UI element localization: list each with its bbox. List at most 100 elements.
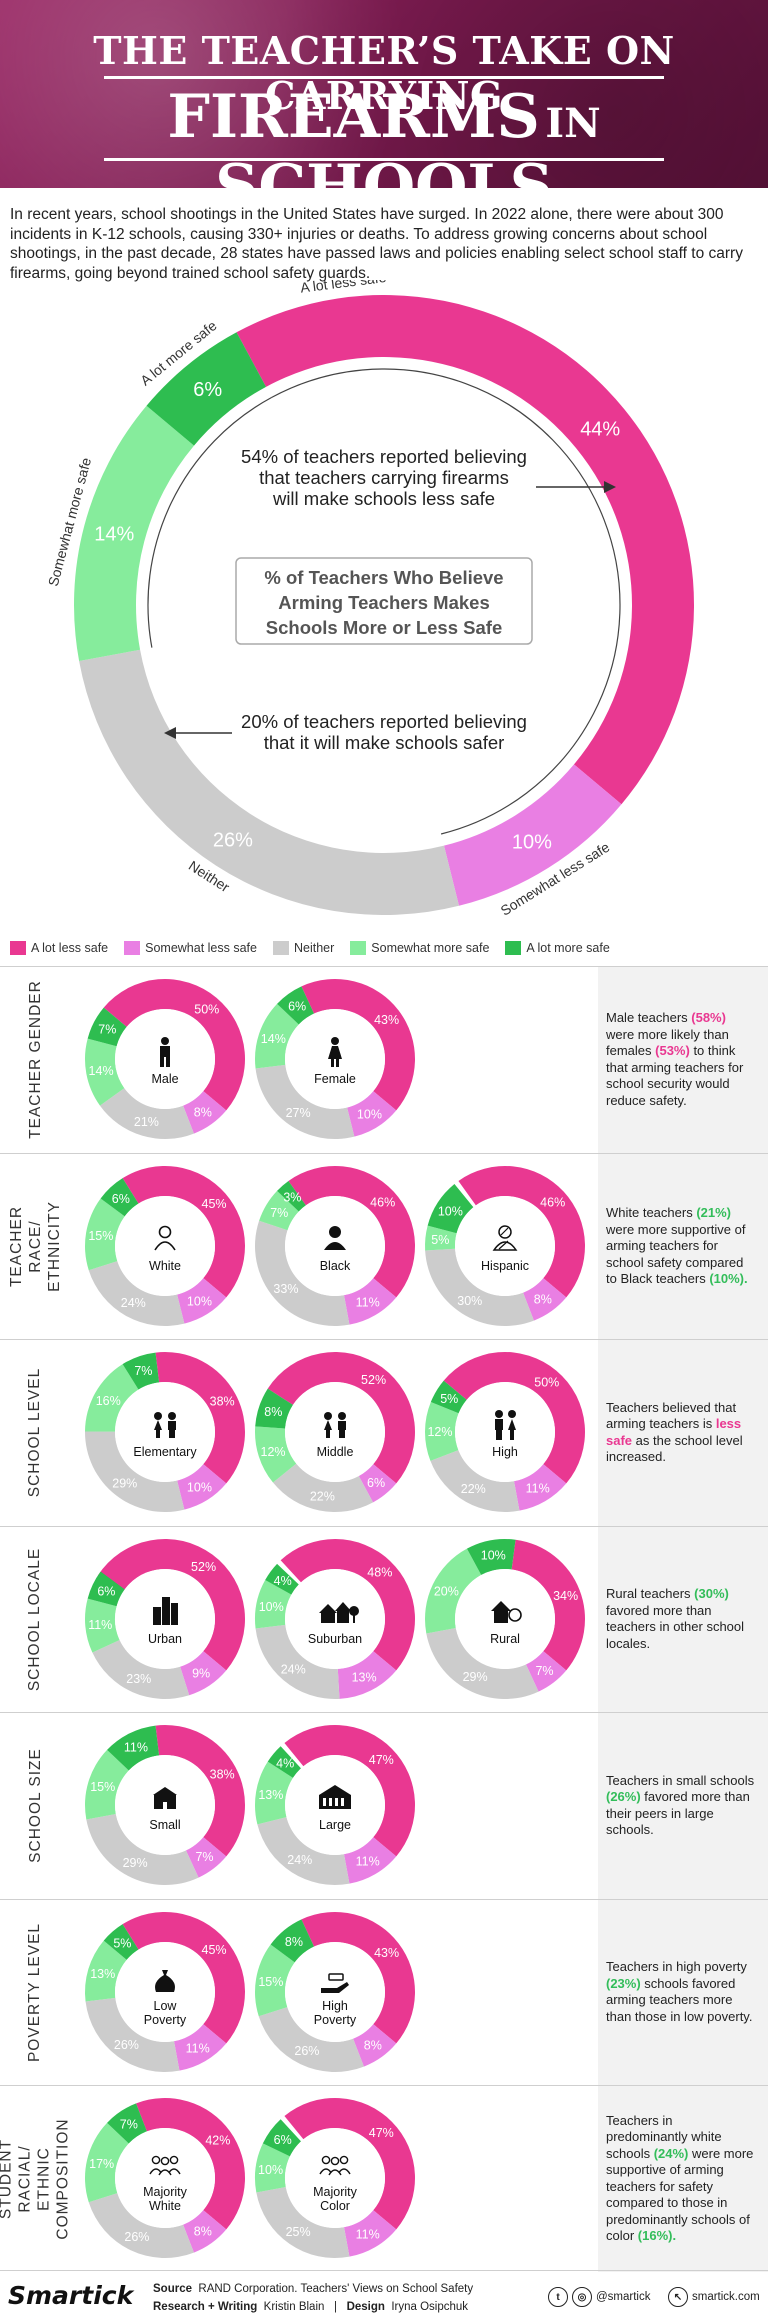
donut-value: 34% (553, 1588, 578, 1602)
note-text: Teachers in small schools (606, 1772, 755, 1788)
website-link[interactable]: ↖ smartick.com (668, 2287, 760, 2307)
donut-hole (285, 2128, 385, 2228)
donut-segment (257, 1817, 350, 1885)
donut-value: 24% (287, 1853, 312, 1867)
section-note: Rural teachers (30%) favored more than t… (598, 1526, 768, 1712)
research-label: Research + Writing (153, 2301, 258, 2313)
donut-value: 20% (434, 1584, 459, 1598)
highlight-value: (21%) (696, 1205, 732, 1220)
donut-label: Majority (143, 2185, 188, 2199)
donut-large: 47% 11% 24% 13% 4% Large (255, 1725, 415, 1885)
donut-value: 8% (194, 1105, 212, 1119)
donut-hole (455, 1195, 555, 1296)
donut-value: 14% (89, 1064, 114, 1078)
donut-segment (87, 1007, 127, 1047)
note-text: as the school level increased. (606, 1432, 743, 1465)
section-school-level: SCHOOL LEVEL Teachers believed that armin… (0, 1339, 768, 1526)
donut-value: 8% (264, 1405, 282, 1419)
legend-swatch (505, 941, 522, 955)
section-note-text: Teachers in predominantly white schools … (606, 2113, 756, 2245)
kids-icon (324, 1412, 346, 1438)
donut-segment (85, 2122, 129, 2203)
donut-segment (85, 1598, 120, 1653)
section-teacher-gender: TEACHER GENDER Male teachers (58%) were m… (0, 966, 768, 1153)
section-note: Teachers in small schools (26%) favored … (598, 1713, 768, 1899)
donut-value: 11% (356, 1855, 380, 1869)
donut-value: 29% (123, 1856, 148, 1870)
note-text: were more supportive of arming teachers … (606, 2145, 754, 2244)
research-name: Kristin Blain (263, 2301, 325, 2313)
donut-segment (344, 1277, 397, 1325)
donut-value: 15% (90, 1780, 115, 1794)
section-label: SCHOOL LOCALE (0, 1527, 70, 1713)
donut-label: Black (320, 1259, 351, 1273)
donut-value: 4% (276, 1757, 294, 1771)
donut-segment (174, 2023, 227, 2071)
title-line-1: THE TEACHER’S TAKE ON CARRYING (93, 28, 675, 118)
donut-value: 8% (364, 2038, 382, 2052)
donut-value: 6% (367, 1476, 385, 1490)
donut-rural: 34% 7% 29% 20% 10% Rural (425, 1538, 585, 1699)
donut-hole (115, 1382, 215, 1482)
donut-hole (115, 1195, 215, 1296)
note-text: were more supportive of arming teachers … (606, 1221, 746, 1287)
donut-value: 42% (205, 2134, 230, 2148)
seg-a-lot-less-safe-label: A lot less safe (299, 280, 387, 296)
donut-value: 6% (112, 1191, 130, 1205)
donut-label: Poverty (144, 2013, 187, 2027)
legend-item: A lot more safe (505, 941, 610, 955)
legend-label: Somewhat less safe (145, 941, 257, 955)
donut-segment (136, 2098, 245, 2230)
large-school-icon (319, 1785, 351, 1809)
donut-label: High (492, 1445, 518, 1459)
section-note-text: Male teachers (58%) were more likely tha… (606, 1010, 756, 1109)
person-hatched-icon (492, 1224, 518, 1251)
donut-segment (267, 1746, 302, 1778)
seg-neither-value: 26% (213, 830, 253, 852)
donut-segment (100, 1177, 139, 1216)
donut-segment (344, 2210, 397, 2257)
donut-label: Elementary (133, 1445, 197, 1459)
donut-segment (267, 1352, 415, 1484)
donut-segment (103, 979, 245, 1111)
legend-swatch (350, 941, 367, 955)
seg-a-lot-less-safe-arc (236, 295, 694, 805)
annotation-more-arrowhead (164, 727, 176, 739)
highlight-value: less safe (606, 1416, 742, 1448)
legend-item: Somewhat less safe (124, 941, 257, 955)
annotation-less-safe-line: 54% of teachers reported believing (241, 446, 527, 467)
social-handle[interactable]: t ◎ @smartick (548, 2287, 650, 2307)
donut-segment (255, 1761, 293, 1825)
donut-value: 21% (134, 1115, 159, 1129)
donut-segment (425, 1248, 534, 1326)
donut-segment (85, 1940, 127, 2001)
donut-segment (259, 1190, 299, 1230)
intro-paragraph: In recent years, school shootings in the… (10, 206, 743, 282)
title-banner: THE TEACHER’S TAKE ON CARRYING FIREARMS … (0, 0, 768, 188)
donut-value: 12% (427, 1425, 452, 1439)
rural-house-icon (491, 1600, 522, 1623)
donut-label: Rural (490, 1632, 520, 1646)
donut-suburban: 48% 13% 24% 10% 4% Suburban (255, 1538, 415, 1699)
donut-segment (85, 1364, 139, 1432)
person-solid-icon (324, 1225, 346, 1250)
donut-segment (427, 1183, 474, 1233)
donut-value: 7% (535, 1664, 553, 1678)
donut-value: 30% (457, 1294, 482, 1308)
instagram-icon: ◎ (572, 2287, 592, 2307)
donut-value: 8% (194, 2224, 212, 2238)
section-teacher-race-ethnicity: TEACHER RACE/ ETHNICITY White teachers (2… (0, 1152, 768, 1339)
highlight-value: (53%) (655, 1043, 690, 1059)
suburban-houses-icon (319, 1601, 359, 1623)
section-label: SCHOOL LEVEL (0, 1340, 70, 1526)
section-label-text: SCHOOL LOCALE (26, 1547, 44, 1691)
donut-segment (523, 1277, 567, 1321)
donut-label: Middle (317, 1445, 354, 1459)
donut-value: 10% (357, 1108, 382, 1122)
section-school-locale: SCHOOL LOCALE Rural teachers (30%) favore… (0, 1525, 768, 1713)
donut-label: Majority (313, 2185, 358, 2199)
donut-segment (122, 1352, 160, 1390)
